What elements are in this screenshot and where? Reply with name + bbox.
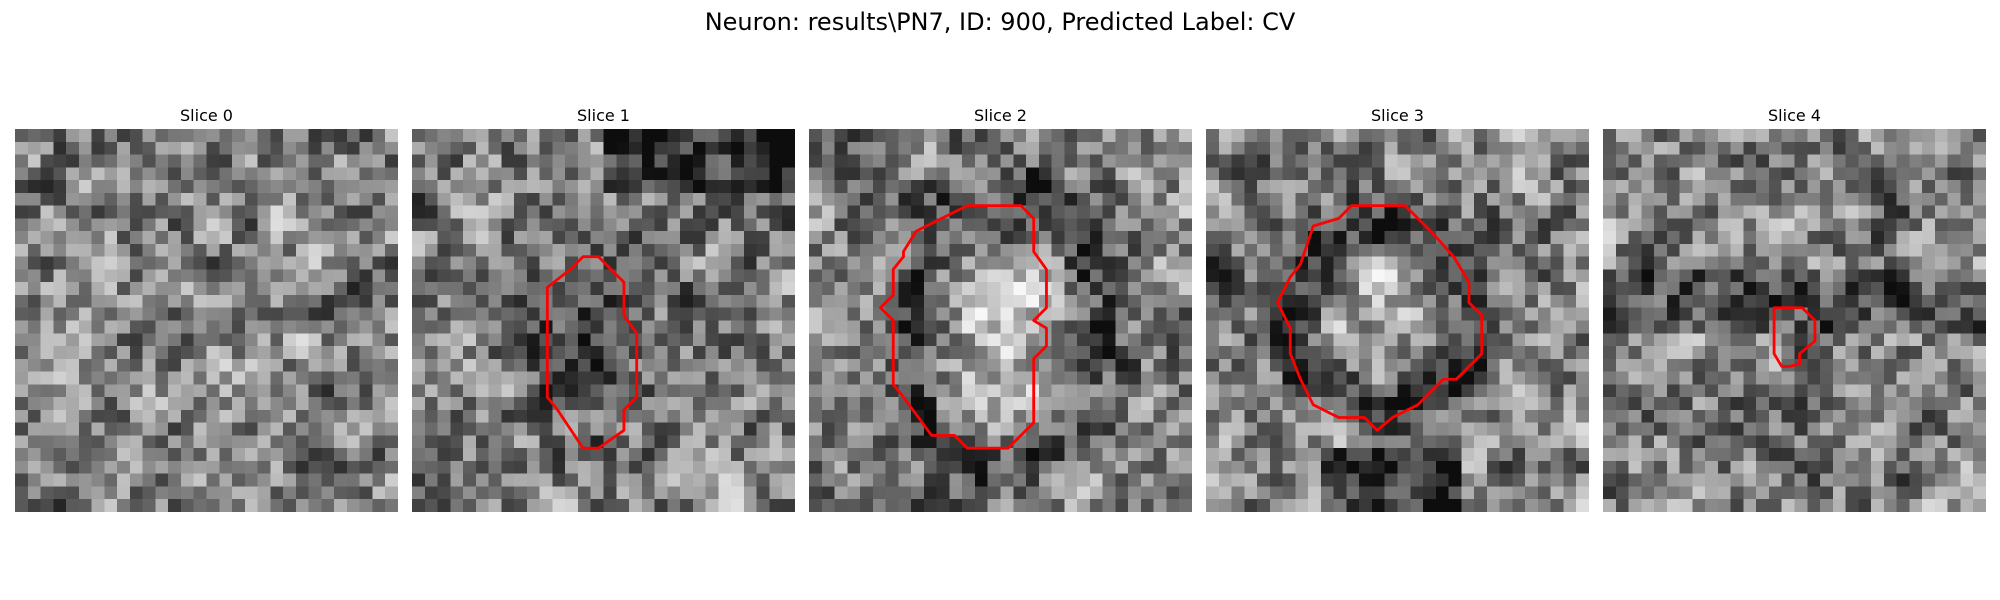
contour-outline xyxy=(1276,204,1484,432)
segmentation-contour xyxy=(545,255,639,450)
slice-title: Slice 3 xyxy=(1371,106,1424,125)
slice-panel-1: Slice 1 xyxy=(412,105,795,512)
slice-panel-3: Slice 3 xyxy=(1206,105,1589,512)
slice-image xyxy=(412,129,795,512)
contour-outline xyxy=(545,255,639,450)
slice-title: Slice 4 xyxy=(1768,106,1821,125)
segmentation-contour xyxy=(1276,204,1484,432)
segmentation-contour xyxy=(879,204,1048,450)
slice-panel-0: Slice 0 xyxy=(15,105,398,512)
slice-title: Slice 1 xyxy=(577,106,630,125)
slice-panel-2: Slice 2 xyxy=(809,105,1192,512)
slice-image xyxy=(1206,129,1589,512)
slice-panel-4: Slice 4 xyxy=(1603,105,1986,512)
segmentation-contour xyxy=(1772,306,1817,368)
slice-image xyxy=(15,129,398,512)
contour-outline xyxy=(879,204,1048,450)
contour-outline xyxy=(1772,306,1817,368)
slice-title: Slice 0 xyxy=(180,106,233,125)
slice-image xyxy=(1603,129,1986,512)
slice-title: Slice 2 xyxy=(974,106,1027,125)
figure-title: Neuron: results\PN7, ID: 900, Predicted … xyxy=(704,8,1296,36)
segmentation-contour xyxy=(15,129,398,512)
